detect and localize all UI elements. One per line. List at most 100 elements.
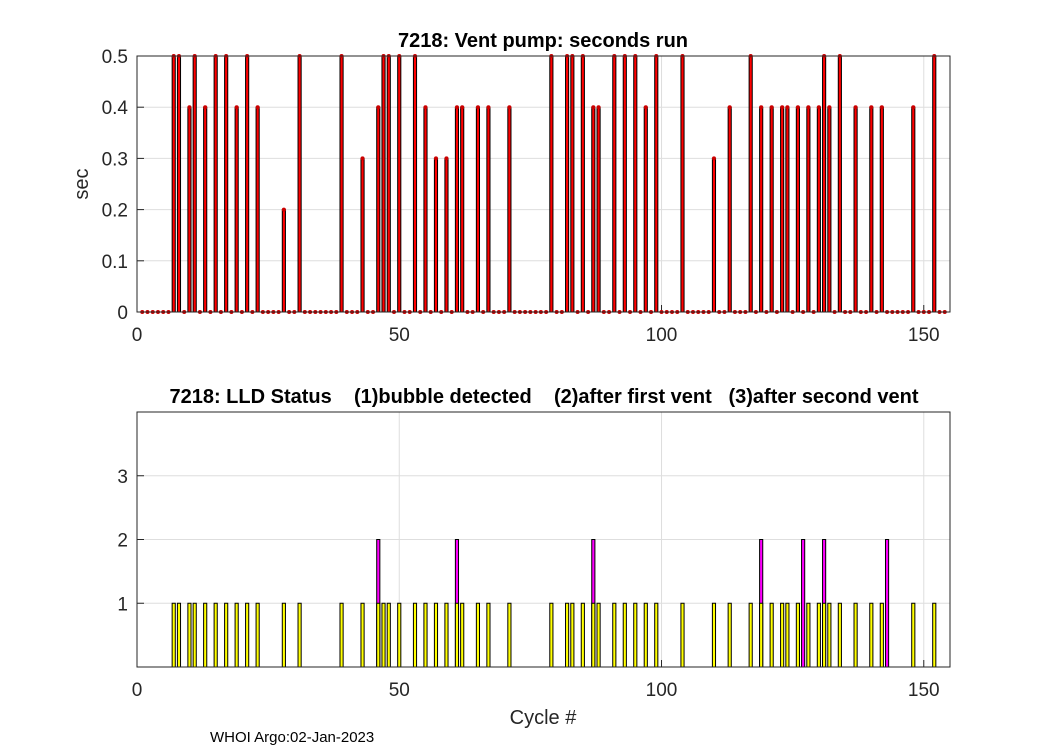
bar [386,602,391,668]
bar [412,602,418,668]
bar [454,602,460,668]
bar [176,602,182,668]
x-tick-label: 150 [908,680,940,701]
bar [234,106,239,313]
bar [822,55,827,313]
axes-box [136,55,951,313]
bar [727,106,732,313]
bar [580,602,585,668]
data-point [869,105,874,110]
data-point [433,156,438,161]
bar [224,55,229,313]
bar [376,602,381,668]
bar [795,106,800,313]
bar [255,106,260,313]
bar [780,106,785,313]
bar [654,55,659,313]
bar [806,602,811,668]
chart-title: 7218: Vent pump: seconds run [398,30,688,52]
bar [565,55,570,313]
y-tick-label: 0.5 [102,47,128,68]
bar [245,602,250,668]
data-point [911,105,916,110]
data-point [879,105,884,110]
bar [297,602,302,668]
bar [780,602,785,668]
bar [591,602,596,668]
bar [203,106,208,313]
x-tick-label: 100 [646,680,678,701]
bar [596,602,601,668]
bar [869,602,874,668]
x-tick-label: 50 [389,680,410,701]
bar [827,106,832,313]
y-tick-label: 0 [117,303,128,324]
bar [507,106,512,313]
bar [580,55,585,313]
data-point [460,105,465,110]
x-tick-label: 100 [646,325,678,346]
bar [381,55,386,313]
bar [769,602,774,668]
bar [454,106,460,313]
x-tick-label: 150 [908,325,940,346]
grid [136,412,950,667]
y-tick-label: 3 [117,467,128,488]
bar [460,602,465,668]
data-point [486,105,491,110]
bar [680,602,685,668]
bar [633,55,638,313]
plot-area [137,56,950,312]
data-point [769,105,774,110]
bar [549,602,554,668]
bar [475,602,481,668]
lld-status-chart: 0 50 100 150 1 2 3 7218: LLD Status (1)bubble… [117,386,951,729]
bar [816,106,821,313]
bar [769,106,774,313]
bar [297,55,302,313]
bar [397,55,402,313]
bar [911,602,916,668]
bar [727,602,732,668]
bar [822,602,827,668]
bar [801,539,806,668]
bar [192,602,197,668]
y-tick-label: 0.2 [102,201,128,222]
bar [748,55,753,313]
bar [281,602,286,668]
x-tick-labels: 0 50 100 150 [132,325,940,346]
bar [879,602,884,668]
bar [412,55,418,313]
bar [884,539,890,668]
vent-pump-chart: 0 50 100 150 0 0.1 0.2 0.3 0.4 0.5 7218: Vent pu… [71,30,951,346]
bar [596,106,601,313]
y-tick-label: 0.3 [102,149,128,170]
data-point [643,105,648,110]
bar [911,106,916,313]
x-tick-label: 50 [389,325,410,346]
bar [565,602,570,668]
bar [570,602,575,668]
bar [879,106,884,313]
data-point [711,156,716,161]
bar [433,602,439,668]
bar [806,106,811,313]
data-point [727,105,732,110]
bar [591,106,596,313]
bar [827,602,832,668]
bar [643,602,648,668]
data-point [454,105,459,110]
bar [444,602,449,668]
bar [759,106,764,313]
bar [486,602,491,668]
bar [475,106,481,313]
bar [255,602,260,668]
x-tick-label: 0 [132,325,143,346]
bar [711,157,717,313]
data-point [281,207,286,212]
bar [187,602,192,668]
axes-box [136,411,951,668]
bar [932,602,937,668]
bar [486,106,491,313]
